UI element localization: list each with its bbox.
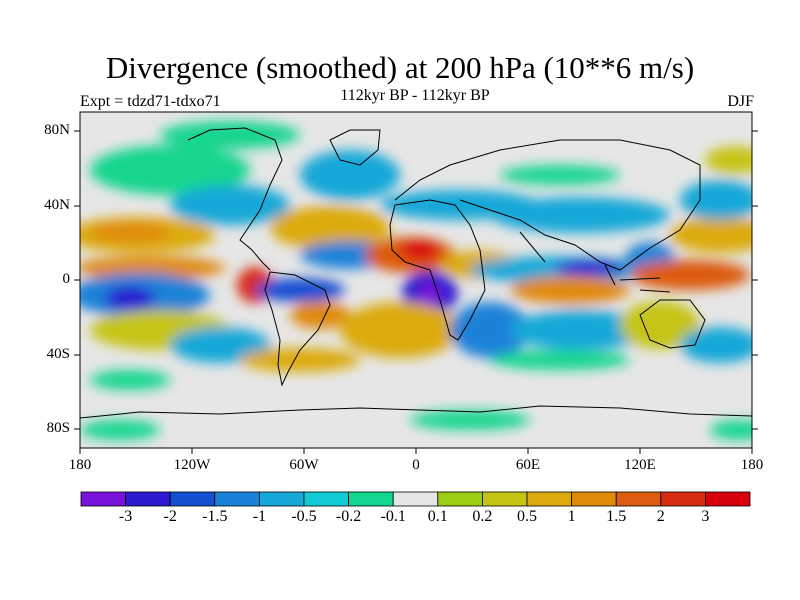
field-patch (450, 302, 530, 358)
lon-label-60w: 60W (289, 457, 319, 473)
field-patch (80, 420, 160, 440)
antarctica-coast (80, 405, 752, 419)
colorbar-label: -3 (118, 508, 133, 525)
lon-label-120e: 120E (624, 457, 656, 473)
lon-ticks (79, 448, 753, 454)
field-patch (255, 278, 345, 302)
field-patch (680, 180, 752, 220)
colorbar-swatch (392, 491, 439, 507)
colorbar-label: -1.5 (202, 508, 228, 525)
colorbar-label: -0.2 (335, 508, 362, 525)
india-coast (519, 231, 546, 263)
colorbar-label: 0.1 (427, 508, 448, 525)
map-subtitle: 112kyr BP - 112kyr BP (340, 87, 490, 104)
colorbar-label: -1 (252, 508, 267, 525)
colorbar-label: 0.5 (517, 508, 537, 525)
lon-label-180-east: 180 (740, 457, 764, 473)
colorbar-swatch (660, 491, 706, 507)
south-america-coast (264, 271, 331, 387)
field-patch (90, 222, 170, 242)
lat-label-0: 0 (62, 271, 71, 287)
colorbar-swatch (615, 491, 662, 507)
colorbar-swatch (481, 491, 528, 507)
colorbar-swatch (526, 491, 572, 507)
colorbar-swatch (571, 491, 617, 507)
field-patch (90, 145, 250, 195)
field-patch (270, 206, 390, 250)
colorbar-label: -2 (163, 508, 177, 525)
colorbar-swatch (348, 491, 394, 507)
australia-coast (639, 299, 706, 349)
lat-label-40n: 40N (44, 197, 70, 213)
colorbar-label: 0.2 (472, 508, 493, 525)
field-patch (170, 327, 270, 363)
season-label: DJF (727, 93, 754, 110)
field-patch (555, 260, 625, 276)
eurasia-coast (394, 139, 701, 271)
maritime-continent-coast (604, 264, 671, 293)
field-patch (490, 350, 630, 370)
field-patch (490, 197, 670, 233)
map-title: Divergence (smoothed) at 200 hPa (10**6 … (105, 50, 695, 85)
colorbar-swatch (437, 491, 483, 507)
lat-ticks (74, 130, 758, 430)
field-patch (300, 150, 400, 200)
colorbar-swatch (214, 491, 260, 507)
lon-label-120w: 120W (173, 457, 211, 473)
lat-label-80s: 80S (46, 420, 70, 436)
field-patch (510, 310, 650, 350)
field-patch (170, 185, 290, 225)
field-patch (80, 256, 225, 280)
lon-label-180-west: 180 (68, 457, 92, 473)
field-patch (90, 370, 170, 390)
field-patch (500, 165, 620, 185)
colorbar-label: 1.5 (606, 508, 627, 525)
colorbar-swatch (80, 491, 126, 507)
field-patch (400, 240, 440, 260)
africa-coast (389, 199, 486, 341)
field-patch (620, 301, 700, 349)
colorbar-swatch (705, 491, 751, 507)
colorbar-label: -0.1 (380, 508, 406, 525)
colorbar-swatch (125, 491, 171, 507)
lat-label-80n: 80N (44, 122, 70, 138)
colorbar-label: 2 (656, 508, 665, 525)
field-patch (510, 276, 630, 304)
field-patch (410, 410, 530, 430)
map-field (80, 112, 752, 448)
field-patch (340, 302, 460, 358)
field-patch (105, 286, 155, 310)
field-patch (290, 301, 350, 329)
coastlines (80, 127, 752, 419)
field-patch (160, 121, 300, 149)
colorbar-label: 1 (567, 508, 576, 525)
colorbar (80, 491, 751, 507)
lat-label-40s: 40S (46, 346, 70, 362)
greenland-coast (329, 129, 381, 166)
colorbar-label: 3 (701, 508, 710, 525)
field-patch (630, 260, 750, 290)
field-patch (670, 217, 752, 253)
north-america-coast (187, 127, 283, 271)
lon-label-0: 0 (412, 457, 420, 473)
colorbar-swatch (258, 491, 305, 507)
experiment-label: Expt = tdzd71-tdxo71 (80, 93, 221, 110)
field-patch (710, 420, 752, 440)
field-patch (680, 327, 752, 363)
colorbar-swatch (303, 491, 349, 507)
lon-label-60e: 60E (515, 457, 541, 473)
colorbar-label: -0.5 (291, 508, 317, 525)
field-patch (705, 146, 752, 174)
colorbar-swatch (169, 491, 216, 507)
field-patch (240, 348, 360, 372)
